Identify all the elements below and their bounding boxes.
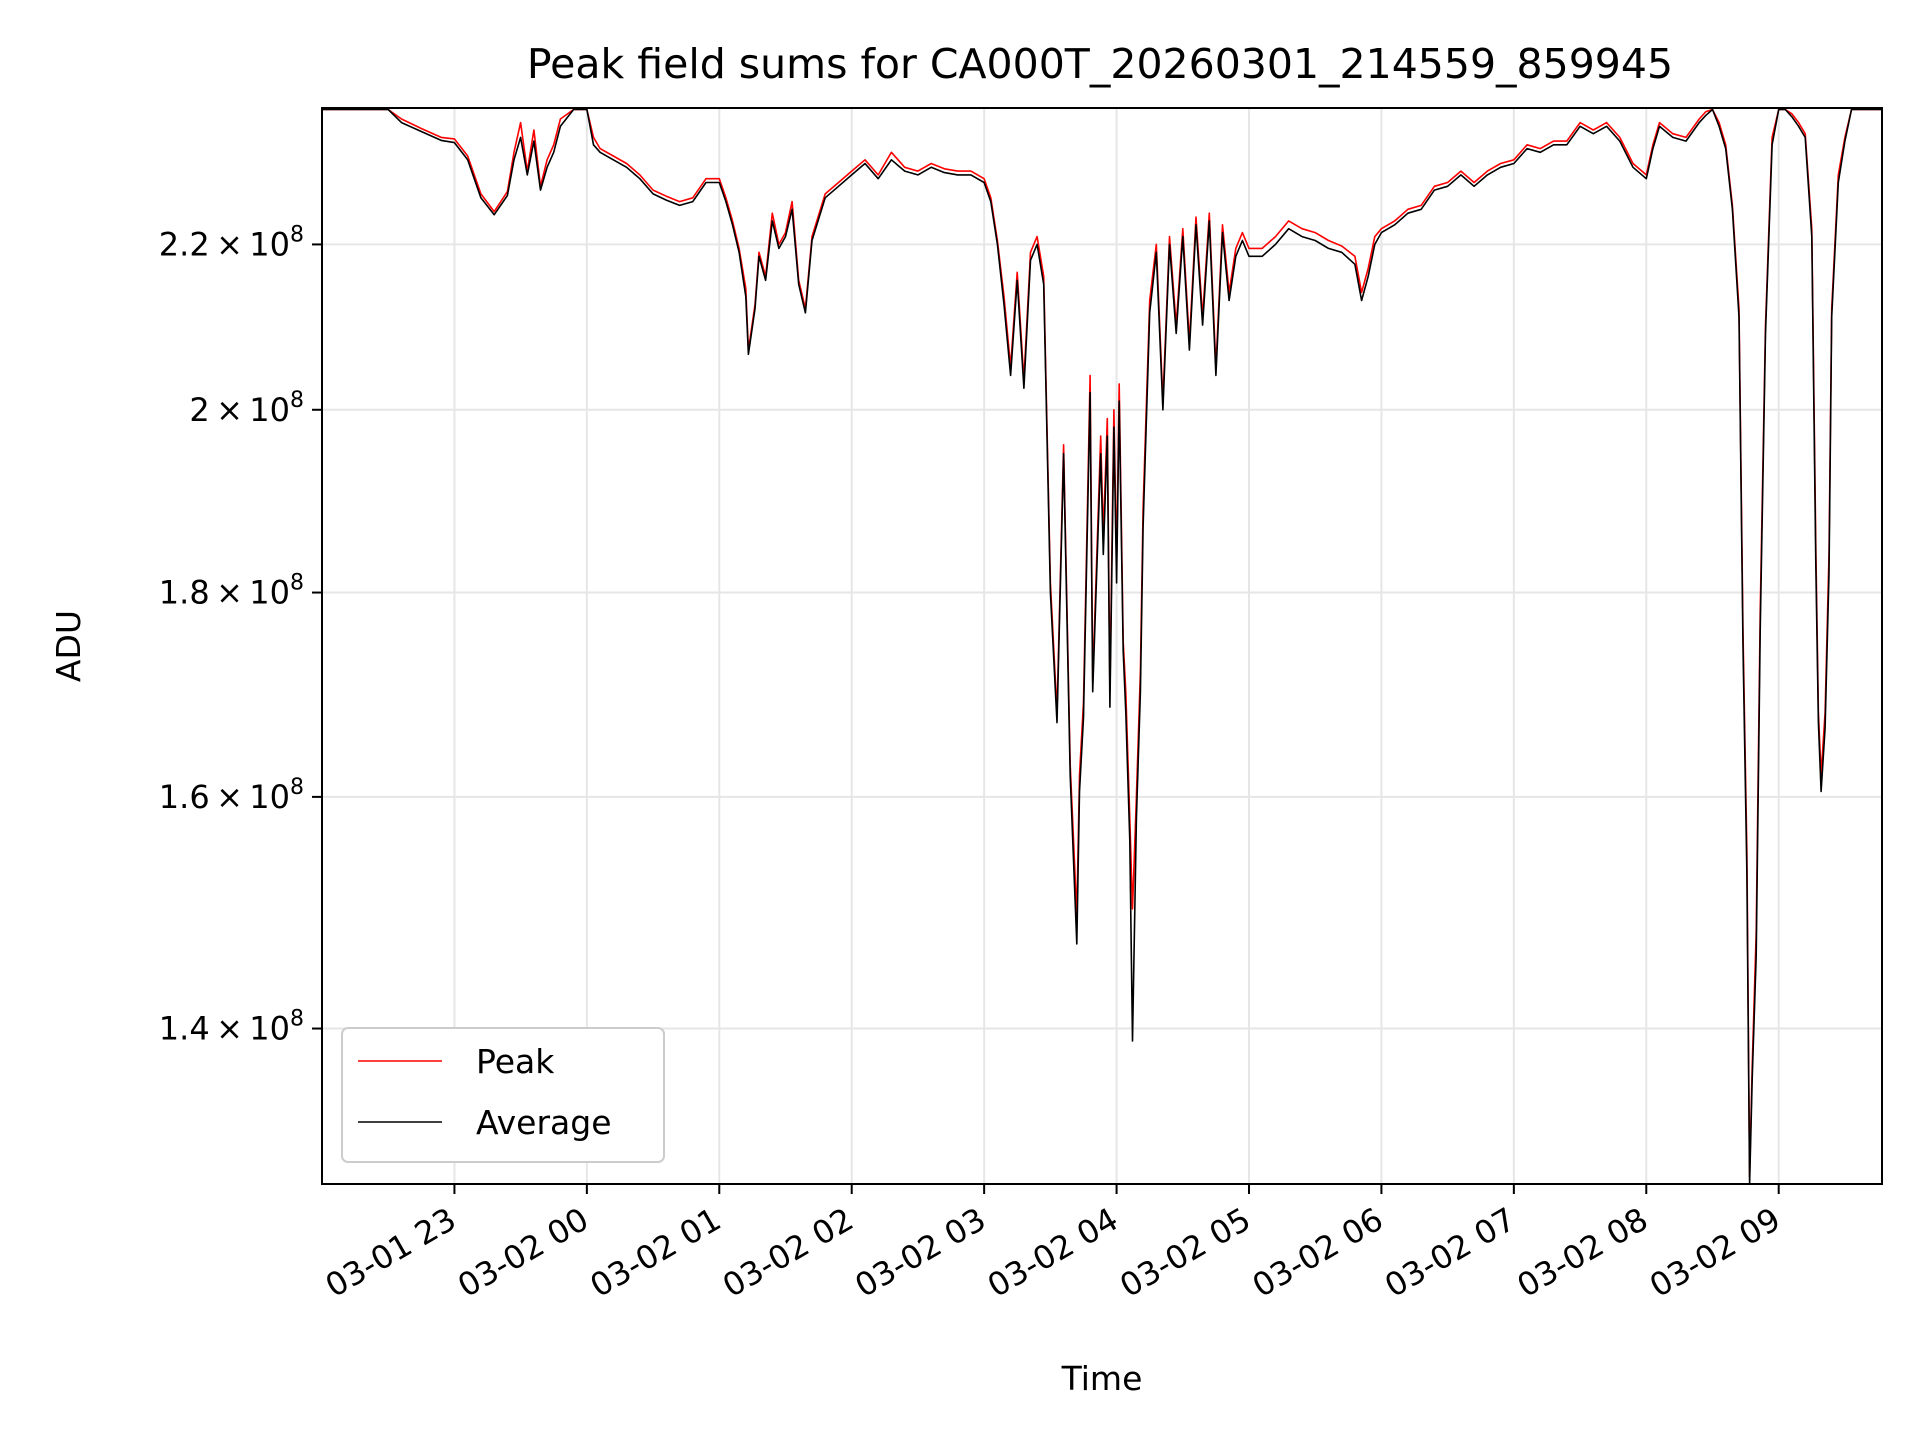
plot-frame (321, 107, 1883, 1185)
y-axis-title: ADU (49, 610, 88, 682)
y-tick-label: 1.8 × 108 (159, 571, 304, 612)
x-axis-title: Time (1061, 1359, 1143, 1398)
plot-lines (322, 108, 1882, 1185)
series-line-peak (322, 108, 1882, 1178)
chart-title: Peak field sums for CA000T_20260301_2145… (527, 40, 1673, 88)
legend: Peak Average (341, 1027, 665, 1163)
y-tick-label: 2.2 × 108 (159, 222, 304, 263)
y-tick-label: 2 × 108 (189, 388, 304, 429)
y-tick-label: 1.6 × 108 (159, 775, 304, 816)
legend-peak-label: Peak (476, 1042, 555, 1081)
y-tick-label: 1.4 × 108 (159, 1007, 304, 1048)
legend-average-label: Average (476, 1103, 612, 1142)
gridlines (322, 108, 1882, 1184)
y-axis: 1.4 × 108 1.6 × 108 1.8 × 108 2 × 108 2.2 × … (159, 222, 322, 1048)
series-line-average (322, 108, 1882, 1185)
